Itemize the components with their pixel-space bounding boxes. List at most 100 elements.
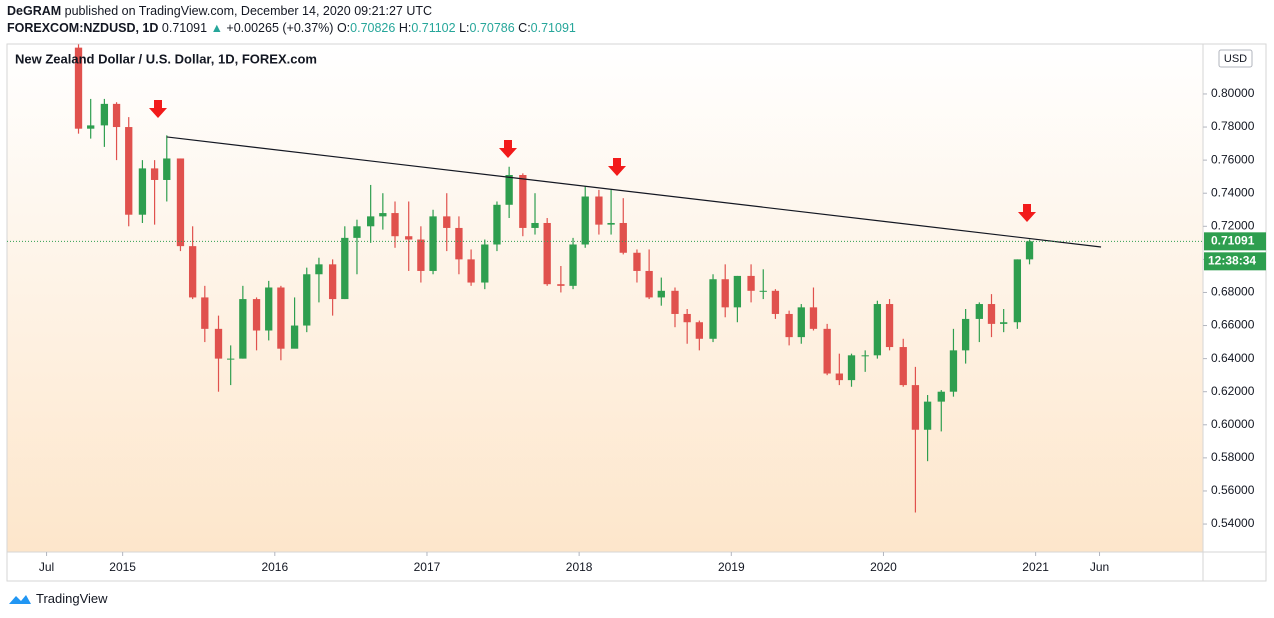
candle-body — [557, 284, 565, 286]
candle-body — [315, 264, 323, 275]
candle-body — [138, 168, 147, 215]
candle-body — [443, 216, 451, 228]
candle-body — [505, 175, 513, 205]
candle-body — [493, 204, 501, 245]
candle-body — [861, 355, 869, 357]
chart-title: New Zealand Dollar / U.S. Dollar, 1D, FO… — [15, 51, 317, 66]
c-label: C: — [518, 21, 531, 35]
candle-body — [429, 216, 437, 271]
candle-body — [885, 304, 894, 348]
candle-body — [569, 244, 577, 286]
candle-body — [467, 259, 475, 283]
header-line: DeGRAM published on TradingView.com, Dec… — [7, 4, 432, 18]
footer: TradingView — [8, 591, 108, 606]
arrow — [1018, 204, 1036, 222]
low: 0.70786 — [469, 21, 515, 35]
close: 0.71091 — [530, 21, 576, 35]
candle-body — [759, 290, 767, 292]
publisher: DeGRAM — [7, 4, 62, 18]
candle-body — [531, 222, 539, 228]
candle-body — [975, 304, 983, 319]
candle-body — [379, 213, 387, 217]
candle-body — [771, 290, 780, 314]
candle-body — [899, 347, 907, 386]
candle-body — [961, 318, 970, 351]
candle-body — [619, 222, 627, 253]
candle-body — [290, 325, 299, 349]
trendline — [166, 136, 1102, 248]
x-tick-label: Jul — [39, 560, 54, 574]
candle-body — [721, 279, 729, 308]
candle-body — [1013, 259, 1022, 323]
plot — [7, 44, 1203, 513]
candle-body — [87, 125, 95, 129]
x-tick-label: 2018 — [566, 560, 593, 574]
arrow — [149, 100, 167, 118]
y-tick-label: 0.56000 — [1211, 483, 1255, 497]
candle-body — [239, 299, 247, 359]
candle-body — [923, 401, 932, 430]
change: +0.00265 (+0.37%) — [226, 21, 334, 35]
candle-body — [214, 328, 223, 359]
candle-body — [733, 275, 742, 308]
candle-body — [227, 358, 235, 360]
y-tick-label: 0.76000 — [1211, 152, 1255, 166]
candle-body — [695, 322, 703, 339]
candle-body — [405, 236, 413, 240]
x-tick-label: Jun — [1090, 560, 1109, 574]
y-tick-label: 0.60000 — [1211, 417, 1255, 431]
candle-body — [645, 270, 653, 298]
countdown-box — [1204, 252, 1266, 271]
candle-body — [949, 350, 958, 392]
candle-body — [657, 290, 665, 298]
candle-body — [607, 222, 615, 225]
candle-body — [163, 158, 171, 180]
x-tick-label: 2016 — [261, 560, 288, 574]
candle-body — [150, 168, 159, 180]
candle-body — [633, 252, 641, 271]
candle-body — [1000, 322, 1008, 324]
y-tick-label: 0.80000 — [1211, 86, 1255, 100]
currency-box — [1218, 49, 1253, 68]
price-label: 0.71091 — [1211, 233, 1255, 247]
candle-body — [277, 287, 285, 349]
y-tick-label: 0.78000 — [1211, 119, 1255, 133]
candle-body — [100, 103, 109, 126]
candle-body — [112, 103, 121, 128]
x-tick-label: 2020 — [870, 560, 897, 574]
high: 0.71102 — [411, 21, 456, 35]
y-tick-label: 0.72000 — [1211, 218, 1255, 232]
candle-body — [809, 307, 818, 329]
symbol: FOREXCOM:NZDUSD, 1D — [7, 21, 159, 35]
arrows — [149, 100, 1036, 222]
candle-body — [911, 385, 920, 430]
y-tick-label: 0.62000 — [1211, 384, 1255, 398]
candle-body — [391, 213, 399, 237]
y-tick-label: 0.66000 — [1211, 318, 1255, 332]
candle-body — [797, 307, 805, 338]
candle-body — [823, 328, 831, 374]
candle-body — [519, 175, 527, 228]
candle-body — [125, 127, 133, 215]
candle-body — [835, 373, 843, 381]
candle-body — [543, 222, 551, 285]
candle-body — [709, 279, 717, 339]
price: 0.71091 — [161, 21, 208, 35]
arrow — [499, 140, 517, 158]
candle-body — [595, 196, 603, 225]
arrow — [608, 158, 626, 176]
candle-body — [671, 290, 679, 314]
candle-body — [683, 313, 691, 323]
countdown: 12:38:34 — [1208, 253, 1256, 267]
candle-body — [747, 275, 755, 291]
header-quote: FOREXCOM:NZDUSD, 1D 0.71091 ▲ +0.00265 (… — [7, 21, 576, 35]
currency: USD — [1224, 53, 1247, 65]
candle-body — [873, 304, 882, 356]
candle-body — [201, 297, 209, 329]
y-tick-label: 0.54000 — [1211, 516, 1255, 530]
candle-body — [581, 196, 589, 245]
candle-body — [987, 304, 996, 324]
x-tick-label: 2019 — [718, 560, 745, 574]
candle-body — [785, 313, 793, 338]
x-tick-label: 2017 — [414, 560, 441, 574]
